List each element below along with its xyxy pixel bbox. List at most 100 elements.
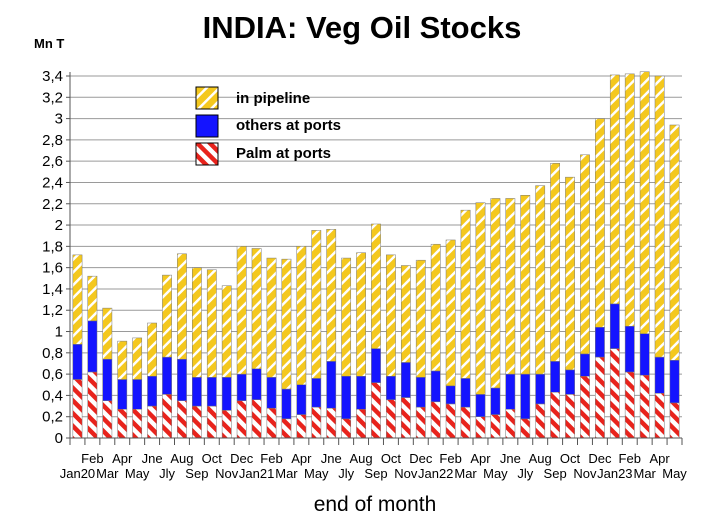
y-tick-label: 3,4 — [42, 68, 63, 85]
x-tick-label: Apr — [649, 451, 670, 466]
bar-palm-at-ports — [356, 409, 366, 439]
bars — [72, 71, 680, 439]
bar-palm-at-ports — [192, 405, 202, 439]
bar-others-at-ports — [72, 344, 83, 380]
y-tick-label: 1,8 — [42, 238, 63, 255]
bar-others-at-ports — [296, 384, 307, 415]
bar-in-pipeline — [326, 229, 337, 362]
legend-swatch-pipeline — [195, 86, 219, 110]
bar-in-pipeline — [654, 75, 665, 358]
bar-in-pipeline — [371, 223, 381, 349]
bar-in-pipeline — [505, 198, 516, 375]
bar-others-at-ports — [535, 373, 546, 405]
bar-in-pipeline — [535, 185, 546, 375]
bar-palm-at-ports — [132, 409, 143, 439]
bar-others-at-ports — [206, 377, 217, 407]
y-tick-label: 3,2 — [42, 89, 63, 106]
bar-in-pipeline — [281, 258, 292, 390]
x-tick-label: Aug — [170, 451, 193, 466]
bar-in-pipeline — [296, 246, 307, 386]
legend-label-others: others at ports — [236, 117, 341, 134]
x-tick-label: Mar — [454, 466, 477, 481]
bar-in-pipeline — [490, 198, 501, 389]
grid — [70, 75, 682, 439]
x-tick-label: May — [304, 466, 329, 481]
bar-palm-at-ports — [639, 374, 650, 439]
bar-palm-at-ports — [669, 402, 680, 439]
x-tick-label: Apr — [470, 451, 491, 466]
legend-swatch-others — [195, 114, 219, 138]
bar-in-pipeline — [236, 246, 247, 375]
bar-others-at-ports — [236, 373, 247, 401]
y-axis-label: Mn T — [34, 36, 64, 51]
bar-others-at-ports — [356, 376, 366, 410]
bar-palm-at-ports — [87, 371, 98, 439]
x-tick-label: Feb — [619, 451, 641, 466]
bar-in-pipeline — [565, 176, 575, 371]
bar-palm-at-ports — [400, 397, 411, 439]
x-tick-label: Nov — [394, 466, 418, 481]
bar-palm-at-ports — [415, 406, 426, 439]
bar-palm-at-ports — [580, 376, 590, 439]
bar-in-pipeline — [177, 253, 187, 360]
bar-in-pipeline — [400, 265, 411, 363]
bar-others-at-ports — [251, 368, 262, 400]
y-tick-label: 2,2 — [42, 196, 63, 213]
x-tick-label: May — [125, 466, 150, 481]
bar-palm-at-ports — [266, 407, 277, 439]
y-tick-label: 2 — [55, 217, 63, 234]
bar-others-at-ports — [177, 358, 187, 401]
bar-palm-at-ports — [535, 403, 546, 439]
x-tick-label: Jan22 — [418, 466, 453, 481]
bar-others-at-ports — [624, 325, 635, 373]
bar-others-at-ports — [490, 387, 501, 415]
bar-in-pipeline — [356, 252, 366, 377]
x-tick-label: Jan21 — [239, 466, 274, 481]
bar-in-pipeline — [192, 267, 202, 378]
bar-palm-at-ports — [490, 414, 501, 439]
y-tick-label: 1 — [55, 324, 63, 341]
bar-others-at-ports — [580, 353, 590, 377]
bar-others-at-ports — [639, 333, 650, 376]
bar-others-at-ports — [505, 373, 516, 410]
bar-palm-at-ports — [445, 403, 456, 439]
bar-others-at-ports — [520, 373, 531, 420]
bar-in-pipeline — [624, 73, 635, 327]
x-tick-label: Mar — [275, 466, 298, 481]
bar-palm-at-ports — [475, 416, 486, 439]
bar-palm-at-ports — [595, 356, 605, 439]
x-tick-label: Apr — [291, 451, 312, 466]
bar-in-pipeline — [251, 248, 262, 370]
x-tick-label: Jan23 — [597, 466, 632, 481]
bar-others-at-ports — [281, 388, 292, 420]
x-tick-label: Jne — [321, 451, 342, 466]
x-tick-label: Aug — [529, 451, 552, 466]
bar-palm-at-ports — [236, 400, 247, 439]
x-tick-label: Mar — [96, 466, 119, 481]
bar-palm-at-ports — [505, 409, 516, 439]
bar-in-pipeline — [475, 202, 486, 395]
x-tick-label: Feb — [260, 451, 282, 466]
y-tick-label: 0 — [55, 430, 63, 447]
x-tick-label: Oct — [202, 451, 223, 466]
bar-in-pipeline — [609, 74, 620, 305]
x-tick-label: May — [483, 466, 508, 481]
bar-palm-at-ports — [251, 399, 262, 439]
legend-label-palm: Palm at ports — [236, 145, 331, 162]
x-tick-label: May — [662, 466, 687, 481]
x-tick-label: Dec — [230, 451, 254, 466]
bar-in-pipeline — [147, 322, 157, 377]
x-tick-label: Jly — [159, 466, 175, 481]
bar-in-pipeline — [520, 195, 531, 375]
y-tick-label: 3 — [55, 111, 63, 128]
bar-palm-at-ports — [565, 394, 575, 439]
x-tick-label: Nov — [215, 466, 239, 481]
bar-palm-at-ports — [311, 406, 322, 439]
bar-others-at-ports — [162, 356, 172, 395]
x-tick-label: Nov — [573, 466, 597, 481]
bar-palm-at-ports — [520, 418, 531, 439]
legend: in pipeline others at ports Palm at port… — [195, 86, 341, 166]
bar-in-pipeline — [311, 230, 322, 379]
bar-palm-at-ports — [177, 400, 187, 439]
